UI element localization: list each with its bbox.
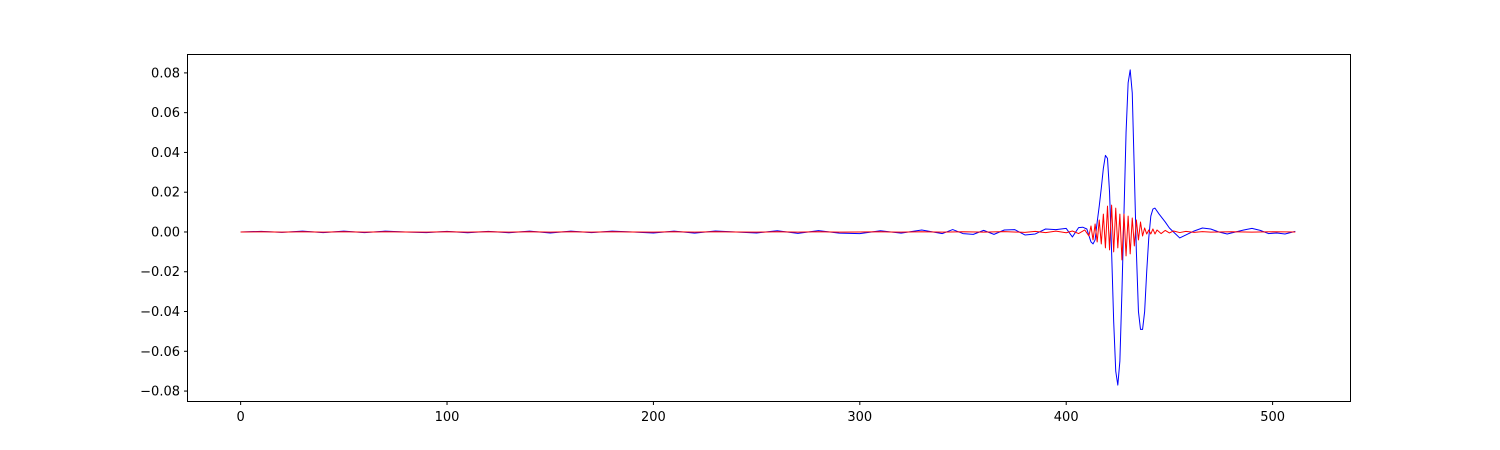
ticks-layer: 0 100 200 300 400 500 0.08 0.06 0.04 0.02 0.00 −0.0… (140, 66, 1285, 425)
y-tick-label: 0.08 (151, 66, 180, 81)
x-tick-label: 200 (641, 410, 666, 425)
y-tick-label: −0.02 (140, 265, 180, 280)
y-tick-label: 0.00 (151, 225, 180, 240)
y-tick-label: −0.06 (140, 345, 180, 360)
series-layer (240, 69, 1296, 386)
x-tick-label: 100 (435, 410, 460, 425)
series-line-1 (240, 204, 1296, 261)
y-tick-label: −0.04 (140, 305, 180, 320)
x-tick-label: 500 (1260, 410, 1285, 425)
x-tick-label: 400 (1054, 410, 1079, 425)
y-tick-label: 0.06 (151, 106, 180, 121)
x-tick-label: 0 (236, 410, 244, 425)
y-tick-label: 0.04 (151, 146, 180, 161)
y-tick-label: 0.02 (151, 186, 180, 201)
axes-frame (187, 54, 1351, 402)
y-tick-label: −0.08 (140, 385, 180, 400)
x-tick-label: 300 (847, 410, 872, 425)
